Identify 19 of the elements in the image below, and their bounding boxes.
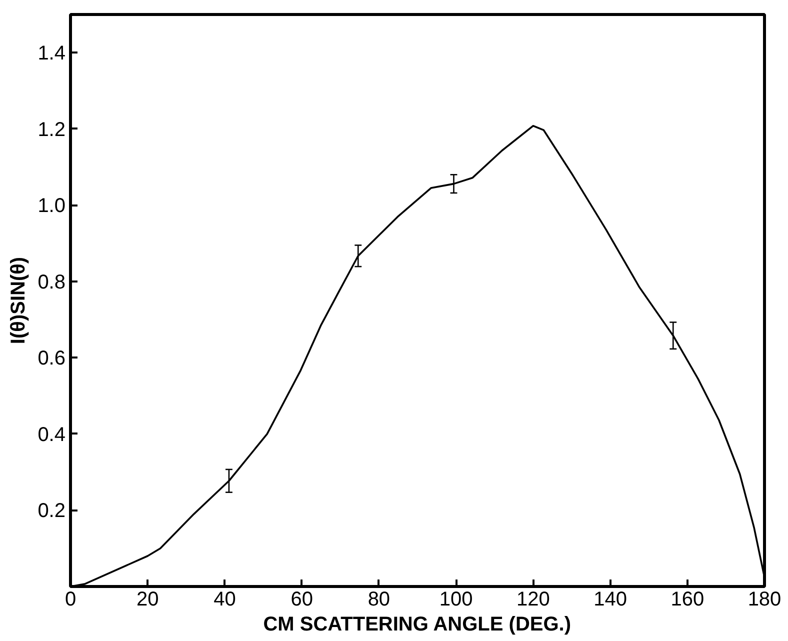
- x-tick-label: 80: [368, 588, 390, 610]
- x-tick-label: 0: [64, 588, 76, 610]
- x-tick-label: 20: [136, 588, 159, 610]
- y-tick-label: 0.2: [38, 500, 66, 522]
- x-tick-label: 160: [670, 588, 704, 610]
- y-tick-label: 1.2: [38, 118, 66, 141]
- x-tick-label: 60: [290, 588, 313, 610]
- y-tick-label: 0.4: [38, 424, 66, 446]
- x-tick-label: 100: [439, 588, 473, 610]
- y-tick-label: 1.0: [38, 195, 66, 218]
- y-axis-title: I(θ)SIN(θ): [8, 256, 30, 344]
- y-tick-label: 1.4: [38, 42, 66, 65]
- x-tick-label: 180: [748, 588, 782, 610]
- x-tick-label: 120: [516, 588, 550, 610]
- x-tick-label: 40: [214, 588, 236, 610]
- x-tick-label: 140: [594, 588, 627, 610]
- y-tick-label: 0.8: [38, 271, 66, 294]
- y-tick-label: 0.6: [38, 348, 66, 370]
- x-axis-title: CM SCATTERING ANGLE (DEG.): [263, 614, 572, 636]
